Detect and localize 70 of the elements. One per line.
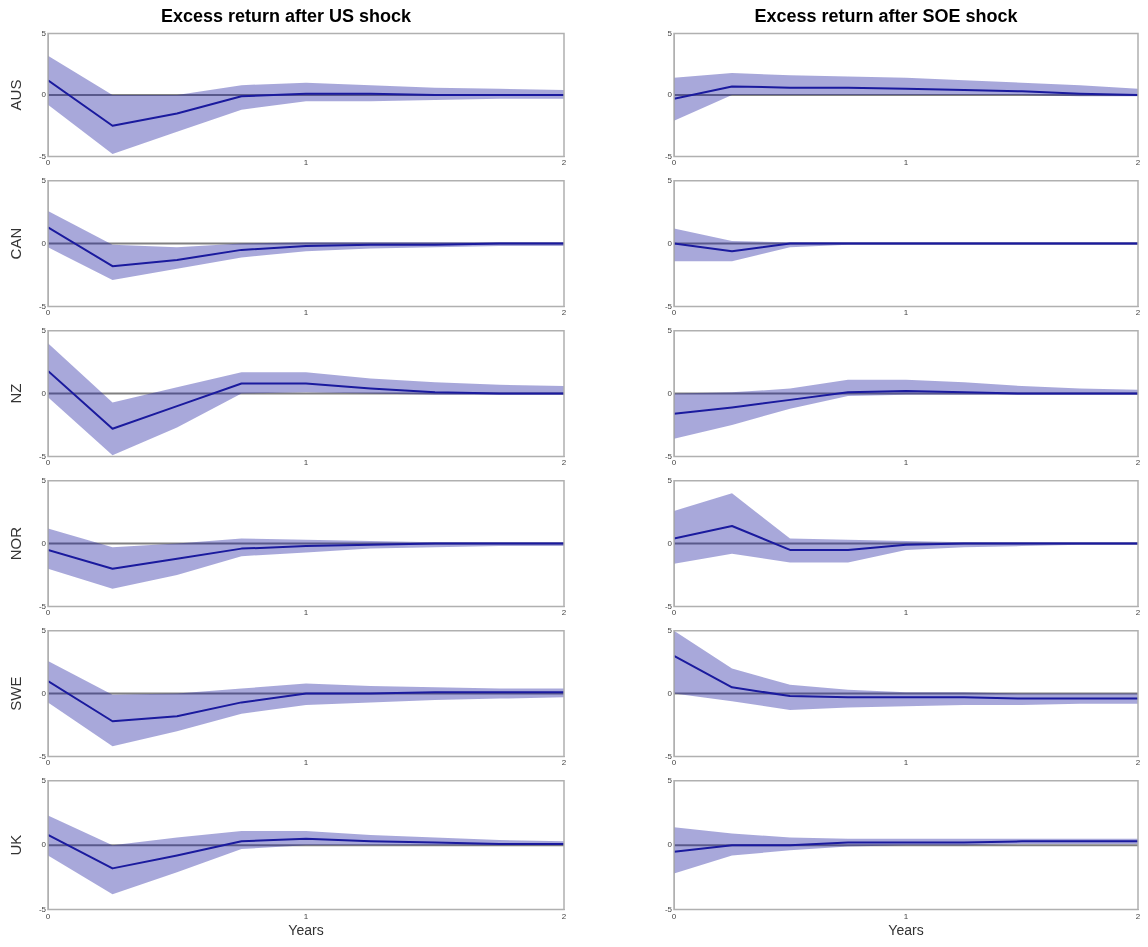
x-tick-label: 1 — [903, 911, 909, 921]
y-tick-label: -5 — [38, 151, 47, 161]
x-tick-label: 2 — [1135, 308, 1141, 318]
y-tick-label: 0 — [667, 688, 673, 698]
y-tick-label: -5 — [38, 904, 47, 914]
y-tick-label: -5 — [38, 301, 47, 311]
y-tick-label: 0 — [41, 688, 47, 698]
x-axis-title: Years — [888, 922, 924, 939]
y-tick-label: -5 — [38, 751, 47, 761]
y-tick-label: -5 — [664, 301, 673, 311]
y-tick-label: -5 — [38, 451, 47, 461]
y-tick-label: 0 — [41, 840, 47, 850]
x-tick-label: 1 — [303, 758, 309, 768]
y-tick-label: 5 — [667, 476, 673, 485]
y-tick-label: -5 — [664, 904, 673, 914]
y-tick-label: 0 — [41, 238, 47, 248]
y-tick-label: 0 — [667, 90, 673, 100]
x-tick-label: 2 — [561, 758, 567, 768]
y-tick-label: 5 — [667, 28, 673, 38]
y-tick-label: 5 — [667, 326, 673, 335]
y-tick-label: 0 — [41, 538, 47, 548]
y-tick-label: 0 — [667, 840, 673, 850]
chart-title: Excess return after US shock — [160, 5, 413, 26]
y-tick-label: -5 — [38, 601, 47, 611]
y-tick-label: 5 — [667, 176, 673, 185]
y-axis-title: CAN — [7, 227, 25, 260]
x-tick-label: 2 — [561, 608, 567, 618]
y-tick-label: -5 — [664, 751, 673, 761]
x-tick-label: 1 — [903, 458, 909, 468]
y-axis-title: UK — [7, 834, 25, 856]
y-tick-label: -5 — [664, 451, 673, 461]
x-tick-label: 2 — [561, 158, 567, 168]
x-tick-label: 1 — [303, 458, 309, 468]
y-tick-label: 5 — [41, 326, 47, 335]
x-tick-label: 1 — [903, 608, 909, 618]
x-tick-label: 1 — [903, 758, 909, 768]
x-tick-label: 2 — [1135, 158, 1141, 168]
x-axis-title: Years — [288, 922, 324, 939]
x-tick-label: 1 — [303, 608, 309, 618]
x-tick-label: 2 — [1135, 911, 1141, 921]
x-tick-label: 2 — [1135, 458, 1141, 468]
y-tick-label: 5 — [41, 776, 47, 785]
x-tick-label: 2 — [561, 308, 567, 318]
y-axis-title: NZ — [7, 383, 25, 404]
y-tick-label: 0 — [41, 90, 47, 100]
y-tick-label: 5 — [667, 776, 673, 785]
x-tick-label: 1 — [303, 308, 309, 318]
y-tick-label: 5 — [41, 476, 47, 485]
x-tick-label: 2 — [1135, 608, 1141, 618]
y-tick-label: 0 — [667, 538, 673, 548]
y-tick-label: 5 — [41, 28, 47, 38]
y-axis-title: AUS — [7, 79, 25, 111]
y-axis-title: SWE — [7, 676, 25, 711]
x-tick-label: 1 — [303, 911, 309, 921]
x-tick-label: 1 — [903, 158, 909, 168]
y-tick-label: 5 — [41, 176, 47, 185]
y-tick-label: -5 — [664, 151, 673, 161]
x-tick-label: 2 — [1135, 758, 1141, 768]
y-tick-label: 0 — [667, 238, 673, 248]
x-tick-label: 1 — [903, 308, 909, 318]
y-tick-label: 5 — [41, 626, 47, 635]
chart-title: Excess return after SOE shock — [754, 5, 1019, 26]
x-tick-label: 2 — [561, 911, 567, 921]
y-tick-label: -5 — [664, 601, 673, 611]
y-tick-label: 5 — [667, 626, 673, 635]
y-axis-title: NOR — [7, 526, 25, 561]
y-tick-label: 0 — [41, 388, 47, 398]
y-tick-label: 0 — [667, 388, 673, 398]
x-tick-label: 2 — [561, 458, 567, 468]
x-tick-label: 1 — [303, 158, 309, 168]
